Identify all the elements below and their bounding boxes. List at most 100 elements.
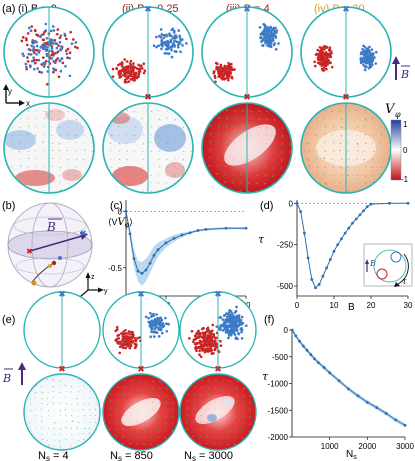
field-vector [166,142,169,145]
particle-dot [155,35,158,39]
field-vector [227,436,230,438]
field-vector [209,156,211,160]
field-vector [53,390,55,393]
particle-dot [127,76,130,79]
particle-dot [269,26,272,30]
field-vector [58,142,61,145]
field-vector [47,427,50,430]
pin-bottom-marker-2: ✖ [144,92,152,102]
field-vector [228,422,230,424]
field-vector [257,134,259,136]
data-point [340,237,343,241]
e-pin-blue-3: ✖ [214,289,222,299]
particle-dot [27,26,31,30]
e-heatmap-disk-3 [179,373,257,451]
field-vector [340,126,343,129]
particle-dot [190,329,194,333]
particle-dot [225,312,228,315]
particle-dot [198,334,201,338]
field-vector [231,181,235,184]
colorbar-tick-bottom: -1 [401,175,409,184]
field-vector [207,401,209,403]
particle-dot [129,343,133,347]
particle-dot [198,353,201,357]
field-vector [265,110,269,113]
particle-dot [153,335,156,338]
particle-dot [44,22,48,26]
particle-dot [163,33,166,37]
particle-dot [50,46,54,50]
particle-dot [133,336,136,340]
field-vector [53,433,56,435]
data-point [309,353,313,357]
particle-dot [157,44,160,47]
field-vector [364,166,367,168]
scatter-disk-4 [300,6,392,98]
particle-dot [368,45,371,49]
heatmap-disk-2 [102,102,194,194]
particle-dot [72,38,75,41]
field-vector [264,166,267,169]
field-vector [123,421,125,424]
data-point [336,243,340,247]
particle-dot [58,59,62,63]
field-vector [193,400,195,403]
y-tick-label: -1500 [268,406,289,415]
particle-dot [69,30,72,34]
data-point [156,248,160,252]
field-vector [59,427,62,430]
field-vector [110,134,113,136]
data-point [303,231,306,235]
particle-dot [132,68,135,72]
field-vector [242,401,244,404]
data-point [337,379,341,383]
particle-dot [152,324,155,327]
particle-dot [52,70,55,74]
particle-dot [235,325,239,329]
field-vector [133,165,136,168]
particle-dot [192,340,195,344]
particle-dot [230,329,233,332]
data-point [365,400,369,404]
field-vector [324,117,326,120]
particle-dot [66,56,69,59]
data-point [299,210,303,213]
data-point [384,412,388,415]
data-point [152,253,156,257]
field-vector [50,110,53,113]
particle-dot [211,323,215,327]
field-vector [83,432,85,435]
particle-dot [160,331,164,335]
data-point [322,366,326,369]
particle-dot [198,340,202,344]
particle-dot [57,44,60,47]
e-scatter-disk-1: ✖ ✖ [23,289,101,374]
field-vector [165,401,167,404]
particle-dot [235,314,239,318]
field-vector [332,166,334,168]
particle-dot [262,44,265,47]
particle-dot [41,38,45,42]
particle-dot [210,352,214,355]
particle-dot [240,330,243,334]
particle-dot [322,58,325,61]
particle-dot [325,67,328,71]
particle-dot [221,323,225,327]
particle-dot [130,335,133,339]
particle-dot [44,29,47,32]
particle-dot [43,46,46,50]
particle-dot [29,53,33,56]
x-tick-label: 2000 [358,442,376,451]
particle-dot [234,337,238,340]
field-vector [255,182,259,184]
data-point [298,339,301,343]
field-vector [165,394,168,397]
particle-dot [181,44,184,47]
particle-dot [57,75,61,79]
particle-dot [160,47,163,51]
field-vector [19,165,22,168]
particle-dot [365,57,369,61]
particle-dot [35,53,38,56]
panel-f-label: (f) [264,314,274,326]
particle-dot [29,29,33,32]
